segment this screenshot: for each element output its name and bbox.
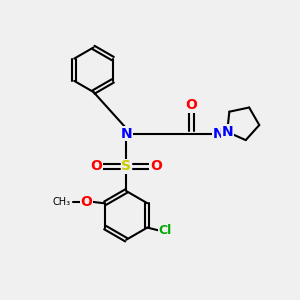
Text: N: N: [212, 127, 224, 141]
Text: Cl: Cl: [158, 224, 172, 237]
Text: S: S: [121, 159, 131, 173]
Text: O: O: [81, 195, 93, 209]
Text: O: O: [150, 159, 162, 173]
Text: N: N: [120, 127, 132, 141]
Text: O: O: [91, 159, 102, 173]
Text: O: O: [186, 98, 197, 112]
Text: CH₃: CH₃: [52, 197, 70, 207]
Text: N: N: [221, 125, 233, 139]
